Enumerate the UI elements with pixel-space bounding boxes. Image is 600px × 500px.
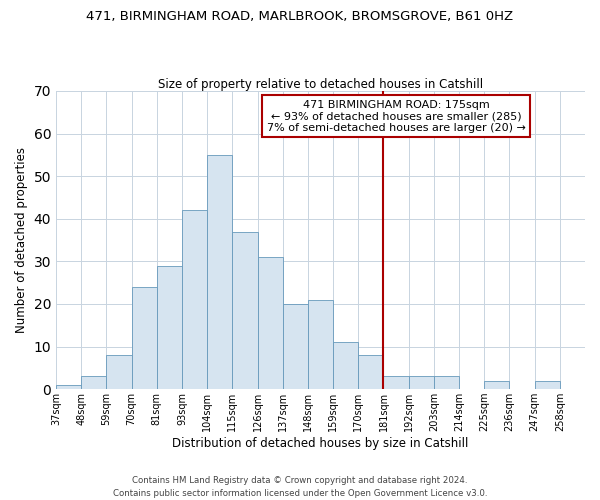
Bar [157,266,182,389]
Bar [434,376,459,389]
Bar [308,300,333,389]
Text: 471, BIRMINGHAM ROAD, MARLBROOK, BROMSGROVE, B61 0HZ: 471, BIRMINGHAM ROAD, MARLBROOK, BROMSGR… [86,10,514,23]
Y-axis label: Number of detached properties: Number of detached properties [15,147,28,333]
Bar [257,257,283,389]
X-axis label: Distribution of detached houses by size in Catshill: Distribution of detached houses by size … [172,437,469,450]
Bar [383,376,409,389]
Bar [409,376,434,389]
Bar [182,210,207,389]
Bar [232,232,257,389]
Bar [535,380,560,389]
Text: Contains HM Land Registry data © Crown copyright and database right 2024.
Contai: Contains HM Land Registry data © Crown c… [113,476,487,498]
Bar [106,355,131,389]
Bar [207,155,232,389]
Title: Size of property relative to detached houses in Catshill: Size of property relative to detached ho… [158,78,483,91]
Bar [131,287,157,389]
Bar [283,304,308,389]
Bar [56,385,81,389]
Bar [484,380,509,389]
Text: 471 BIRMINGHAM ROAD: 175sqm
← 93% of detached houses are smaller (285)
7% of sem: 471 BIRMINGHAM ROAD: 175sqm ← 93% of det… [266,100,526,132]
Bar [81,376,106,389]
Bar [333,342,358,389]
Bar [358,355,383,389]
